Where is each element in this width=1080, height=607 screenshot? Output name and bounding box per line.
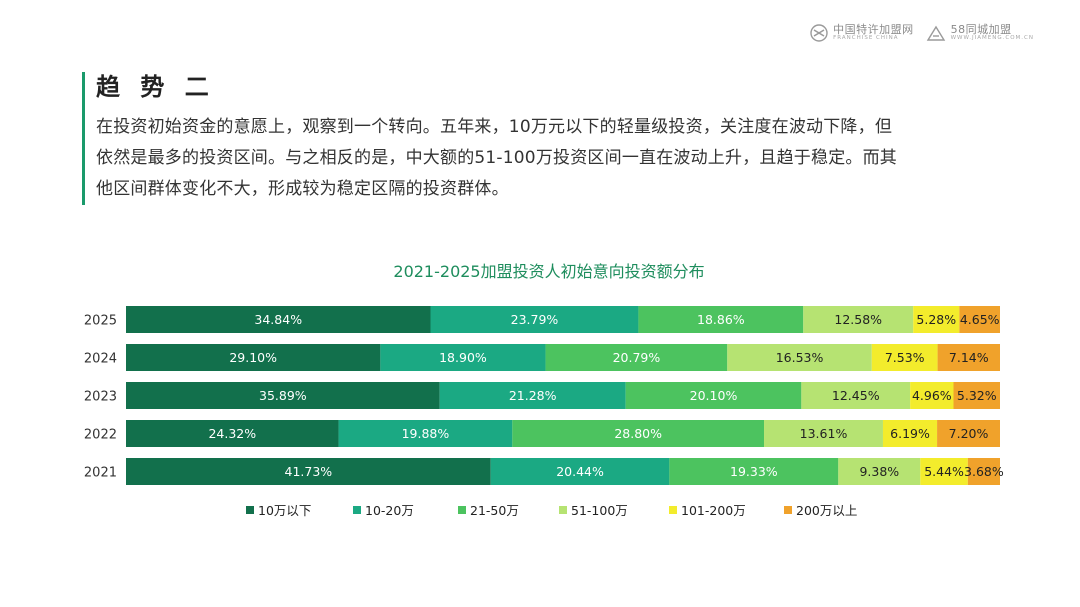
data-label: 5.32% [957,388,997,403]
data-label: 5.44% [924,464,964,479]
legend-label: 10万以下 [258,503,311,518]
bar-segment [545,344,728,371]
data-label: 29.10% [229,350,277,365]
bar-segment [882,420,938,447]
data-label: 12.45% [832,388,880,403]
bar-segment [910,382,954,409]
data-label: 19.33% [730,464,778,479]
bar-segment [801,382,911,409]
trend-header: 趋 势 二 在投资初始资金的意愿上，观察到一个转向。五年来，10万元以下的轻量级… [82,72,1046,205]
bar-segment [430,306,639,333]
data-label: 20.79% [613,350,661,365]
bar-segment [871,344,938,371]
bar-segment [512,420,765,447]
legend-swatch [669,506,677,514]
bar-segment [937,344,1000,371]
bar-segment [126,344,381,371]
category-label: 2024 [84,352,117,367]
data-label: 21.28% [509,388,557,403]
bar-segment [638,306,804,333]
data-label: 5.28% [916,312,956,327]
bar-segment [953,382,1000,409]
bar-segment [625,382,802,409]
data-label: 13.61% [800,426,848,441]
legend-label: 51-100万 [571,503,628,518]
bar-segment [913,306,960,333]
legend-swatch [246,506,254,514]
bar-segment [490,458,670,485]
bar-segment [959,306,1000,333]
jiameng-logo-text: 58同城加盟 [950,23,1012,37]
description-line-3: 他区间群体变化不大，形成较为稳定区隔的投资群体。 [96,179,509,199]
data-label: 3.68% [964,464,1004,479]
legend-label: 21-50万 [470,503,519,518]
legend-swatch [784,506,792,514]
data-label: 35.89% [259,388,307,403]
section-title: 趋 势 二 [96,73,215,101]
bar-segment [126,458,491,485]
jiameng-logo-subtext: WWW.JIAMENG.COM.CN [950,34,1034,41]
data-label: 20.10% [690,388,738,403]
franchise-china-logo: 中国特许加盟网 FRANCHISE CHINA [810,24,914,42]
bar-segment [439,382,626,409]
data-label: 34.84% [254,312,302,327]
data-label: 12.58% [834,312,882,327]
data-label: 7.53% [885,350,925,365]
bar-segment [126,306,431,333]
data-label: 28.80% [614,426,662,441]
legend-swatch [353,506,361,514]
data-label: 41.73% [285,464,333,479]
data-label: 9.38% [859,464,899,479]
legend-swatch [458,506,466,514]
data-label: 18.90% [439,350,487,365]
investment-distribution-chart: 2021-2025加盟投资人初始意向投资额分布 2025 34.84% 23.79%… [68,250,1030,528]
category-label: 2022 [84,428,117,443]
bar-segment [764,420,883,447]
legend-label: 101-200万 [681,503,746,518]
franchise-china-logo-icon [810,24,828,42]
data-label: 6.19% [890,426,930,441]
jiameng-logo-icon [926,24,946,42]
bar-segment [669,458,839,485]
bar-segment [338,420,513,447]
data-label: 4.65% [960,312,1000,327]
data-label: 24.32% [208,426,256,441]
data-label: 23.79% [511,312,559,327]
bar-segment [967,458,1000,485]
stacked-bar-chart: 2025 34.84% 23.79% 18.86% 12.58% 5.28% 4.65% 20… [84,306,1004,518]
legend-label: 10-20万 [365,503,414,518]
legend-swatch [559,506,567,514]
data-label: 20.44% [556,464,604,479]
data-label: 7.14% [949,350,989,365]
data-label: 19.88% [402,426,450,441]
legend-label: 200万以上 [796,503,857,518]
data-label: 16.53% [776,350,824,365]
category-label: 2025 [84,314,117,329]
logo-group: 中国特许加盟网 FRANCHISE CHINA 58同城加盟 WWW.JIAME… [810,24,1034,42]
bar-segment [126,420,339,447]
category-label: 2021 [84,466,117,481]
franchise-china-logo-subtext: FRANCHISE CHINA [833,34,899,41]
category-label: 2023 [84,390,117,405]
bar-segment [838,458,921,485]
chart-title: 2021-2025加盟投资人初始意向投资额分布 [393,262,705,281]
data-label: 4.96% [912,388,952,403]
data-label: 18.86% [697,312,745,327]
description-line-2: 依然是最多的投资区间。与之相反的是，中大额的51-100万投资区间一直在波动上升… [96,148,898,168]
jiameng-logo: 58同城加盟 WWW.JIAMENG.COM.CN [926,24,1034,42]
data-label: 7.20% [949,426,989,441]
description-line-1: 在投资初始资金的意愿上，观察到一个转向。五年来，10万元以下的轻量级投资，关注度… [96,117,893,137]
franchise-china-logo-text: 中国特许加盟网 [833,23,914,37]
bar-segment [126,382,440,409]
bar-segment [937,420,1000,447]
bar-segment [920,458,968,485]
section-description: 在投资初始资金的意愿上，观察到一个转向。五年来，10万元以下的轻量级投资，关注度… [96,112,1046,205]
bar-segment [380,344,546,371]
bar-segment [803,306,914,333]
bar-segment [727,344,872,371]
